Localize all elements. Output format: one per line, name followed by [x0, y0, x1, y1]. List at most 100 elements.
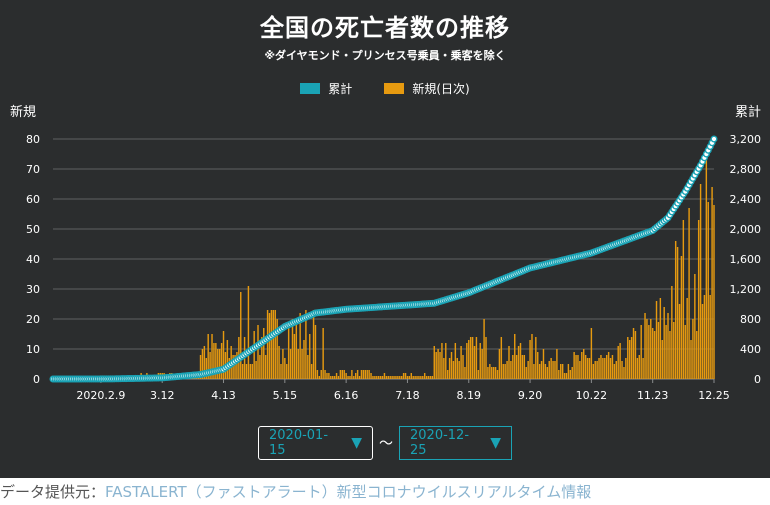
daily-bar [372, 376, 374, 379]
y-right-tick-label: 1,600 [730, 253, 762, 266]
daily-bar [240, 292, 242, 379]
x-tick-label: 3.12 [150, 389, 175, 402]
daily-bar [468, 340, 470, 379]
x-tick-label: 4.13 [211, 389, 236, 402]
legend-label-daily: 新規(日次) [412, 82, 470, 96]
legend-item-daily[interactable]: 新規(日次) [384, 80, 470, 97]
daily-bar [607, 352, 610, 379]
daily-bar [433, 346, 435, 379]
daily-bar [284, 358, 286, 379]
daily-bar [261, 337, 263, 379]
x-tick-label: 12.25 [698, 389, 730, 402]
daily-bar [205, 358, 207, 379]
daily-bar [383, 373, 386, 379]
chevron-down-icon: ▼ [351, 435, 362, 451]
daily-bar [213, 343, 215, 379]
daily-bar [479, 343, 481, 379]
daily-bar [268, 313, 271, 379]
daily-bar [330, 376, 332, 379]
daily-bar [673, 322, 675, 379]
daily-bar [617, 346, 619, 379]
data-source-link[interactable]: FASTALERT（ファストアラート）新型コロナウイルスリアルタイム情報 [105, 483, 592, 501]
daily-bar [471, 337, 474, 379]
date-to-select[interactable]: 2020-12-25 ▼ [399, 426, 512, 460]
daily-bar [423, 373, 426, 379]
daily-bar [489, 364, 491, 379]
daily-bar [703, 295, 706, 379]
daily-bar [621, 361, 623, 379]
daily-bar [226, 340, 229, 379]
daily-bar [512, 355, 514, 379]
daily-bar [326, 373, 328, 379]
date-from-select[interactable]: 2020-01-15 ▼ [258, 426, 373, 460]
daily-bar [305, 310, 307, 379]
daily-bar [485, 337, 487, 379]
daily-bar [525, 367, 527, 379]
daily-bar [446, 370, 449, 379]
daily-bar [316, 370, 319, 379]
daily-bar [280, 364, 282, 379]
y-left-tick-label: 20 [26, 313, 40, 326]
daily-bar [709, 295, 711, 379]
daily-bar [241, 364, 244, 379]
daily-bar [278, 346, 280, 379]
daily-bar [399, 376, 401, 379]
daily-bar [286, 364, 288, 379]
daily-bar [605, 355, 608, 379]
daily-bar [640, 325, 642, 379]
daily-bar [577, 355, 579, 379]
daily-bar [623, 367, 625, 379]
daily-bar [376, 376, 378, 379]
y-left-tick-label: 80 [26, 133, 40, 146]
daily-bar [573, 352, 575, 379]
daily-bar [690, 340, 692, 379]
daily-bar [364, 370, 367, 379]
daily-bar [663, 307, 665, 379]
daily-bar [293, 334, 296, 379]
daily-bar [366, 370, 368, 379]
daily-bar [659, 298, 662, 379]
daily-bar [343, 370, 345, 379]
daily-bar [264, 355, 267, 379]
daily-bar [332, 376, 334, 379]
daily-bar [410, 373, 412, 379]
daily-bar [707, 202, 709, 379]
y-left-axis-title: 新規 [10, 104, 36, 120]
daily-bar [469, 337, 472, 379]
cumulative-point [710, 135, 718, 143]
daily-bar [272, 310, 275, 379]
daily-bar [266, 310, 269, 379]
daily-bar [506, 361, 508, 379]
daily-bar [370, 373, 372, 379]
x-tick-label: 2020.2.9 [76, 389, 125, 402]
daily-bar [362, 370, 365, 379]
chart-panel: 全国の死亡者数の推移 ※ダイヤモンド・プリンセス号乗員・乗客を除く 累計 新規(… [0, 0, 770, 478]
y-right-tick-label: 800 [740, 313, 761, 326]
daily-bar [504, 364, 506, 379]
daily-bar [307, 355, 309, 379]
daily-bar [579, 361, 581, 379]
daily-bar [404, 373, 407, 379]
daily-bar [439, 352, 441, 379]
y-right-tick-label: 0 [754, 373, 761, 386]
daily-bar [236, 352, 238, 379]
daily-bar [276, 319, 278, 379]
daily-bar [644, 313, 646, 379]
daily-bar [454, 343, 457, 379]
daily-bar [253, 331, 255, 379]
daily-bar [466, 343, 468, 379]
chart-title: 全国の死亡者数の推移 [260, 14, 510, 42]
legend-item-cumulative[interactable]: 累計 [300, 80, 352, 97]
daily-bar [450, 352, 453, 379]
daily-bar [584, 355, 587, 379]
daily-bar [529, 340, 531, 379]
daily-bar [630, 337, 633, 379]
daily-bar [203, 346, 206, 379]
daily-bar [416, 376, 418, 379]
y-left-tick-label: 50 [26, 223, 40, 236]
daily-bar [523, 355, 526, 379]
daily-bar [515, 355, 518, 379]
legend-swatch-daily [384, 83, 405, 94]
daily-bar [377, 376, 380, 379]
daily-bar [274, 310, 276, 379]
